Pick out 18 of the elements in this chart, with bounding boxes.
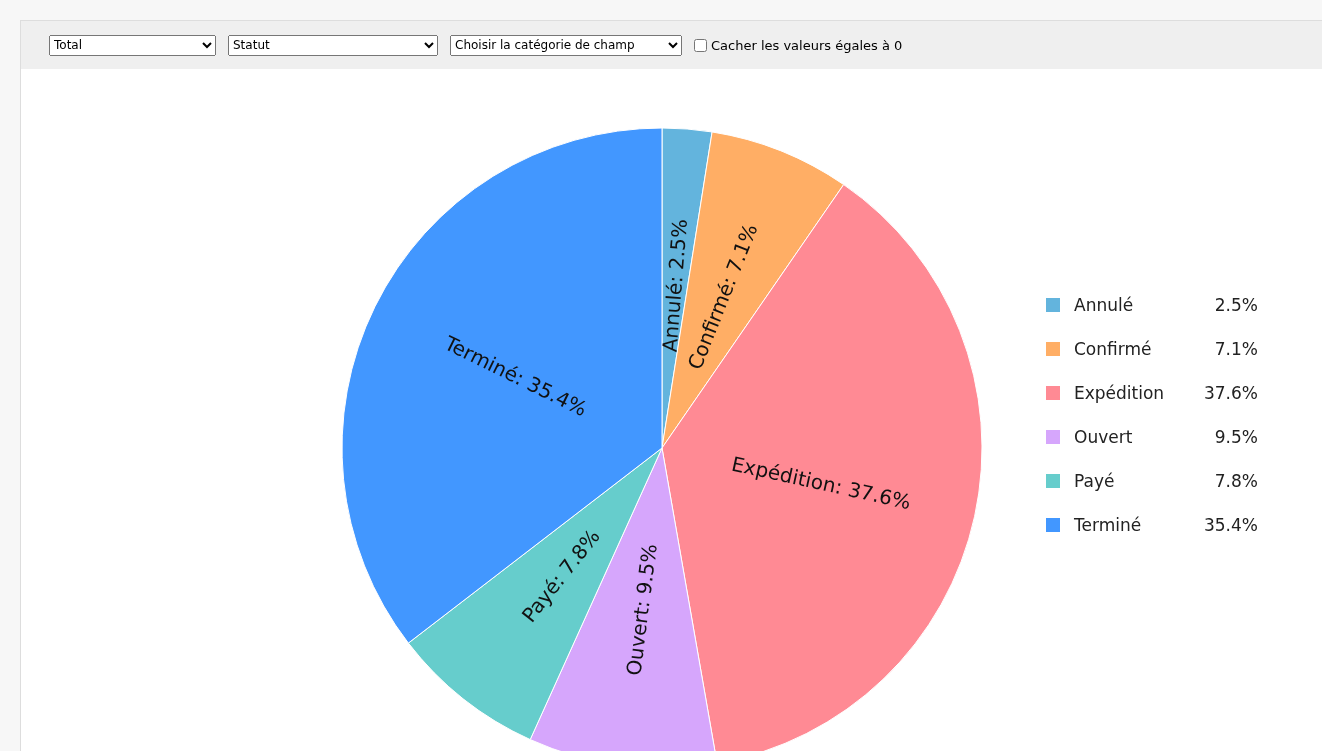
text: 37.6% — [1203, 383, 1258, 403]
legend-label: Annulé — [1074, 295, 1134, 315]
text: 7.8% — [1214, 471, 1258, 491]
legend-label: Expédition — [1074, 383, 1165, 403]
legend-label: Ouvert — [1074, 427, 1133, 447]
legend-label: Terminé — [1073, 515, 1142, 535]
text: 35.4% — [1203, 515, 1258, 535]
legend-label: Confirmé — [1074, 339, 1152, 359]
text: 2.5% — [1214, 295, 1258, 315]
data-label: Annulé: 2.5% — [657, 218, 693, 353]
text: 7.1% — [1214, 339, 1258, 359]
data-label: Ouvert: 9.5% — [621, 542, 662, 677]
dropdown-field: Choisir la catégorie de champ — [450, 34, 682, 56]
text: 9.5% — [1214, 427, 1258, 447]
dropdown-field: Total — [49, 34, 216, 56]
legend-label: Payé — [1074, 471, 1115, 491]
checkbox-field: Cacher les valeurs égales à 0 — [694, 37, 903, 53]
dropdown-field: Statut — [228, 34, 438, 56]
